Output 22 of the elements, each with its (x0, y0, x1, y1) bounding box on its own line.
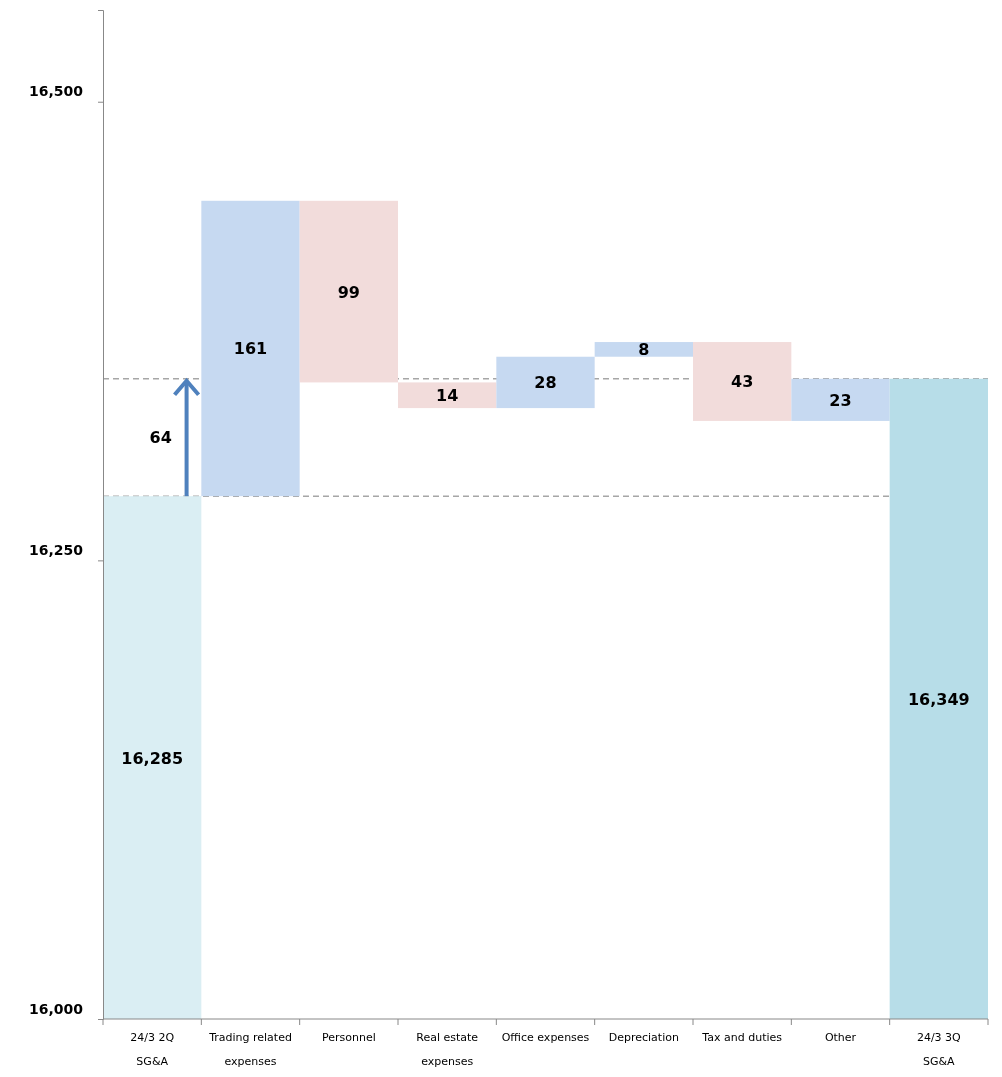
x-tick-label: Other (824, 1031, 857, 1044)
x-tick-label: Tax and duties (701, 1031, 783, 1044)
y-tick-label: 16,500 (28, 83, 84, 100)
data-label: 99 (337, 282, 360, 302)
x-tick-label: Trading related expenses (208, 1031, 292, 1068)
data-label: 16,349 (907, 689, 970, 709)
annotation: 64 (149, 428, 172, 448)
data-label: 16,285 (121, 748, 184, 768)
data-label: 43 (731, 372, 754, 392)
data-label: 161 (233, 339, 268, 359)
data-label: 23 (829, 390, 852, 410)
x-tick-label: Personnel (321, 1031, 376, 1044)
data-label: 28 (534, 373, 557, 393)
x-tick-label: 24/3 2Q SG&A (130, 1031, 175, 1068)
x-tick-label: Real estate expenses (416, 1031, 479, 1068)
x-tick-label: 24/3 3Q SG&A (916, 1031, 962, 1068)
data-label: 8 (638, 340, 650, 360)
x-tick-label: Depreciation (608, 1031, 679, 1044)
y-tick-label: 16,000 (28, 1000, 84, 1017)
y-tick-label: 16,250 (28, 541, 84, 558)
x-tick-label: Office expenses (501, 1031, 590, 1044)
data-label: 14 (436, 386, 459, 406)
